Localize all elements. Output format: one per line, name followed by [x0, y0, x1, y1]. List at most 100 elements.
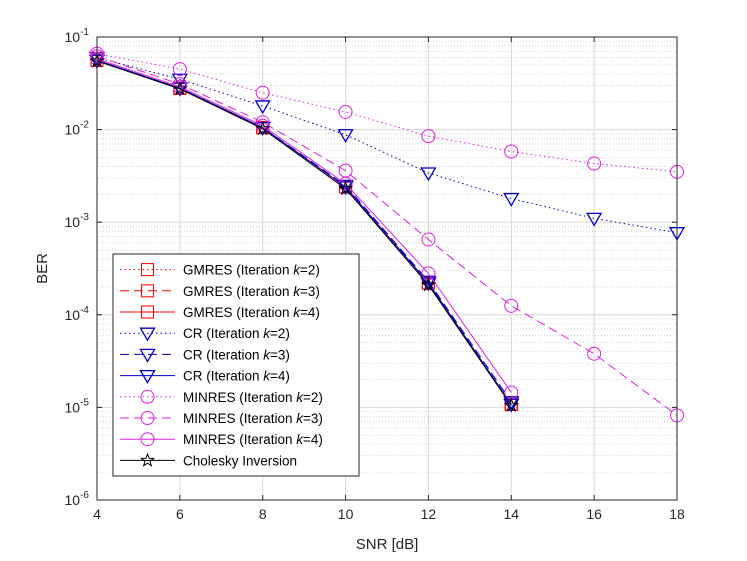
y-tick-base: 10 — [65, 307, 81, 323]
legend-marker — [139, 327, 156, 342]
legend-label-k: k — [263, 369, 271, 384]
y-tick-exponent: -5 — [80, 397, 89, 408]
x-tick-label: 10 — [338, 506, 354, 522]
legend-label: GMRES (Iteration k=4) — [183, 305, 320, 320]
y-tick-label: 10-4 — [65, 305, 90, 323]
data-point — [420, 167, 437, 182]
legend-label-prefix: Cholesky Inversion — [183, 453, 297, 468]
y-tick-base: 10 — [65, 29, 81, 45]
y-tick-base: 10 — [65, 399, 81, 415]
legend-entry: CR (Iteration k=4) — [120, 369, 290, 384]
legend-entry: GMRES (Iteration k=4) — [120, 305, 320, 320]
data-point — [420, 275, 437, 290]
x-tick-label: 4 — [93, 506, 101, 522]
legend-label-prefix: CR (Iteration — [183, 347, 263, 362]
y-tick-exponent: -3 — [80, 212, 89, 223]
legend-label-k: k — [293, 305, 301, 320]
legend-label-k: k — [263, 326, 271, 341]
legend-label-k: k — [293, 284, 301, 299]
legend-entry: GMRES (Iteration k=2) — [120, 263, 320, 278]
legend-label-suffix: =4) — [270, 369, 290, 384]
legend-label: MINRES (Iteration k=4) — [183, 432, 323, 447]
x-tick-label: 16 — [586, 506, 602, 522]
legend-label-suffix: =3) — [300, 284, 320, 299]
legend-label-prefix: MINRES (Iteration — [183, 390, 296, 405]
x-tick-label: 8 — [259, 506, 267, 522]
legend-label-prefix: GMRES (Iteration — [183, 263, 293, 278]
legend-label: GMRES (Iteration k=2) — [183, 263, 320, 278]
legend-label-k: k — [296, 411, 304, 426]
series-line — [96, 57, 678, 234]
x-tick-label: 6 — [176, 506, 184, 522]
legend-label-prefix: GMRES (Iteration — [183, 305, 293, 320]
series-line — [96, 53, 678, 173]
legend-entry: MINRES (Iteration k=4) — [120, 432, 323, 447]
legend-entry: MINRES (Iteration k=3) — [120, 411, 323, 426]
legend-label: CR (Iteration k=3) — [183, 347, 290, 362]
data-point — [504, 144, 519, 159]
y-tick-label: 10-2 — [65, 120, 90, 138]
y-tick-exponent: -4 — [80, 305, 89, 316]
data-point — [504, 298, 519, 313]
legend-label-suffix: =2) — [270, 326, 290, 341]
legend-marker — [141, 263, 154, 277]
legend-entry: MINRES (Iteration k=2) — [120, 389, 323, 405]
legend-entry: GMRES (Iteration k=3) — [120, 284, 320, 299]
data-point — [587, 346, 602, 361]
x-tick-label: 14 — [503, 506, 519, 522]
data-point — [171, 73, 188, 88]
data-point — [586, 212, 603, 227]
legend-marker — [140, 432, 155, 447]
y-tick-base: 10 — [65, 492, 81, 508]
data-point — [338, 180, 354, 196]
legend-label: CR (Iteration k=2) — [183, 326, 290, 341]
legend-marker — [140, 389, 155, 404]
legend-entry: CR (Iteration k=2) — [120, 326, 290, 342]
y-tick-exponent: -1 — [80, 27, 89, 38]
plot-frame — [96, 36, 678, 501]
legend-label-k: k — [293, 263, 301, 278]
legend-label: MINRES (Iteration k=3) — [183, 411, 323, 426]
data-point — [255, 120, 271, 136]
series-line — [96, 59, 512, 405]
y-tick-label: 10-6 — [65, 490, 90, 508]
legend-label-suffix: =3) — [303, 411, 323, 426]
legend-label: MINRES (Iteration k=2) — [183, 390, 323, 405]
legend-label-prefix: MINRES (Iteration — [183, 411, 296, 426]
data-point — [172, 80, 188, 96]
data-point — [420, 277, 436, 292]
data-point — [338, 104, 353, 119]
legend-label-k: k — [263, 347, 271, 362]
data-point — [421, 232, 436, 247]
y-tick-label: 10-1 — [65, 27, 90, 45]
legend-entry: Cholesky Inversion — [120, 452, 297, 468]
legend-label: GMRES (Iteration k=3) — [183, 284, 320, 299]
x-axis-label: SNR [dB] — [356, 536, 419, 553]
legend-label-prefix: CR (Iteration — [183, 369, 263, 384]
legend: GMRES (Iteration k=2)GMRES (Iteration k=… — [112, 253, 360, 477]
series-line — [96, 58, 512, 393]
legend-marker — [139, 452, 156, 467]
y-tick-base: 10 — [65, 214, 81, 230]
y-tick-label: 10-5 — [65, 397, 90, 415]
legend-label: Cholesky Inversion — [183, 453, 297, 468]
legend-marker — [141, 284, 154, 298]
x-tick-label: 12 — [421, 506, 437, 522]
y-tick-exponent: -2 — [80, 120, 89, 131]
y-axis-label: BER — [34, 253, 51, 284]
data-point — [587, 156, 602, 171]
y-tick-exponent: -6 — [80, 490, 89, 501]
data-point — [255, 85, 270, 100]
legend-marker — [140, 411, 155, 425]
y-tick-base: 10 — [65, 122, 81, 138]
series-line — [96, 60, 512, 406]
legend-marker — [139, 348, 156, 363]
legend-label-suffix: =4) — [300, 305, 320, 320]
legend-label-prefix: MINRES (Iteration — [183, 432, 296, 447]
legend-label-suffix: =2) — [303, 390, 323, 405]
legend-label: CR (Iteration k=4) — [183, 369, 290, 384]
data-point — [503, 397, 519, 412]
series-3 — [88, 51, 686, 242]
